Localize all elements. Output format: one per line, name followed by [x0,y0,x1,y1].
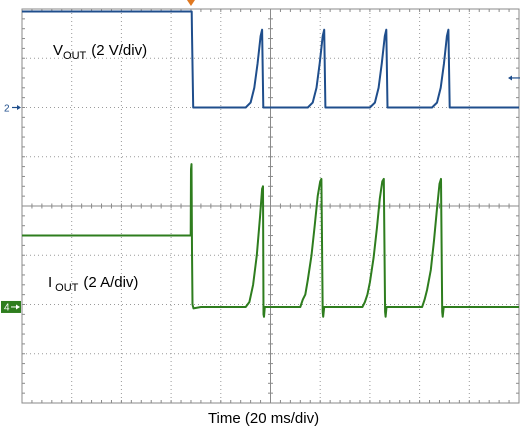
trace-label-vout: VOUT (2 V/div) [53,42,147,62]
channel-markers: 24 [1,0,520,313]
channel-2-reference: 2 [4,104,21,115]
channel-number-label: 4 [4,302,10,313]
trace-iout [22,163,519,318]
trace-labels: VOUT (2 V/div) I OUT (2 A/div) [48,42,147,294]
arrow-head-icon [17,105,21,110]
graticule [21,8,520,404]
right-marker-head-icon [508,75,512,81]
trace-label-iout: I OUT (2 A/div) [48,274,138,294]
x-axis-label: Time (20 ms/div) [207,410,320,427]
channel-4-reference: 4 [1,300,21,313]
arrow-head-icon [16,304,20,310]
trigger-position-icon [186,0,195,6]
channel-number-label: 2 [4,104,10,115]
waveform-traces [22,10,519,318]
trace-vout [22,10,519,109]
